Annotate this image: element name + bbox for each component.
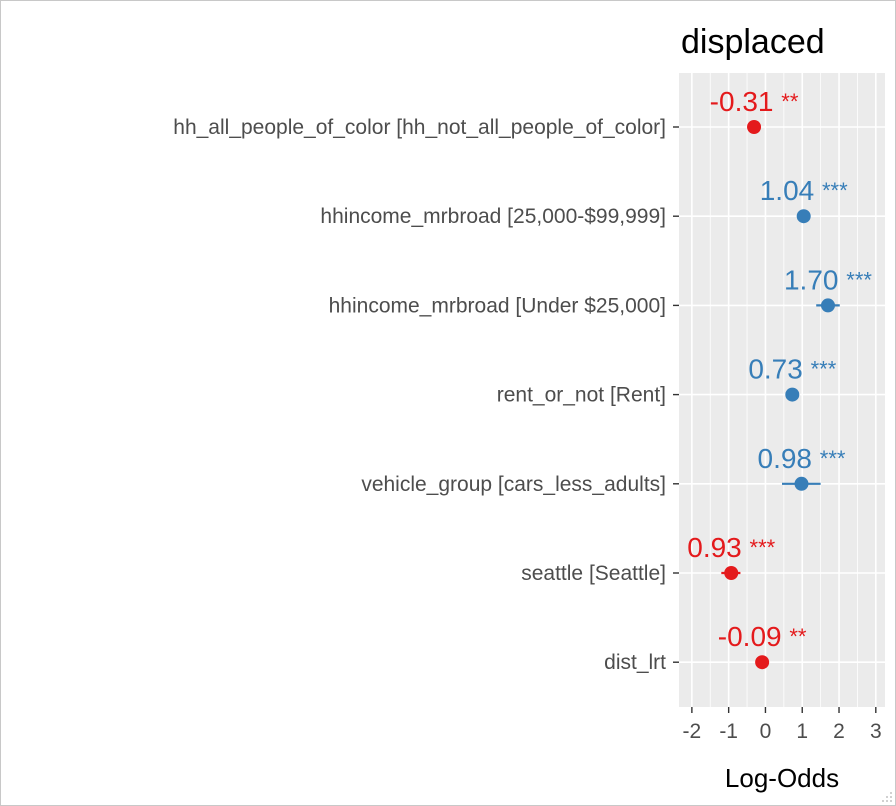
- y-tick-label: hhincome_mrbroad [Under $25,000]: [329, 294, 666, 317]
- estimate-point: [755, 655, 770, 670]
- x-axis-title: Log-Odds: [725, 763, 839, 793]
- value-label: 0.93 ***: [687, 532, 775, 563]
- plot-panel: [679, 73, 885, 707]
- x-tick-label: -2: [683, 720, 702, 743]
- resize-grip-icon[interactable]: [879, 789, 893, 803]
- y-tick-label: hhincome_mrbroad [25,000-$99,999]: [320, 205, 666, 228]
- y-tick-label: dist_lrt: [604, 651, 666, 674]
- value-label: 1.70 ***: [784, 264, 872, 295]
- value-label: -0.31 **: [710, 86, 799, 117]
- chart-title: displaced: [681, 23, 825, 61]
- estimate-point: [820, 298, 835, 313]
- value-label: 1.04 ***: [760, 175, 848, 206]
- x-tick-label: 3: [870, 720, 882, 743]
- x-tick-label: -1: [719, 720, 738, 743]
- data-marks: -0.31 ** 1.04 *** 1.70 *** 0.73 *** 0.98 ***…: [687, 86, 872, 670]
- estimate-point: [785, 387, 800, 402]
- x-tick-label: 2: [833, 720, 845, 743]
- y-tick-label: rent_or_not [Rent]: [497, 384, 666, 407]
- y-axis-labels: hh_all_people_of_color [hh_not_all_peopl…: [173, 116, 679, 674]
- estimate-point: [794, 476, 809, 491]
- estimate-point: [724, 566, 739, 580]
- value-label: -0.09 **: [718, 621, 807, 652]
- x-axis: -2 -1 0 1 2 3: [683, 707, 882, 743]
- y-tick-label: seattle [Seattle]: [521, 562, 666, 585]
- value-label: 0.73 ***: [748, 354, 836, 385]
- y-tick-label: vehicle_group [cars_less_adults]: [361, 473, 666, 496]
- x-tick-label: 1: [796, 720, 808, 743]
- grid-lines: [679, 73, 885, 707]
- estimate-point: [796, 209, 811, 224]
- estimate-point: [747, 120, 762, 134]
- y-tick-label: hh_all_people_of_color [hh_not_all_peopl…: [173, 116, 666, 139]
- x-tick-label: 0: [760, 720, 772, 743]
- value-label: 0.98 ***: [758, 443, 846, 474]
